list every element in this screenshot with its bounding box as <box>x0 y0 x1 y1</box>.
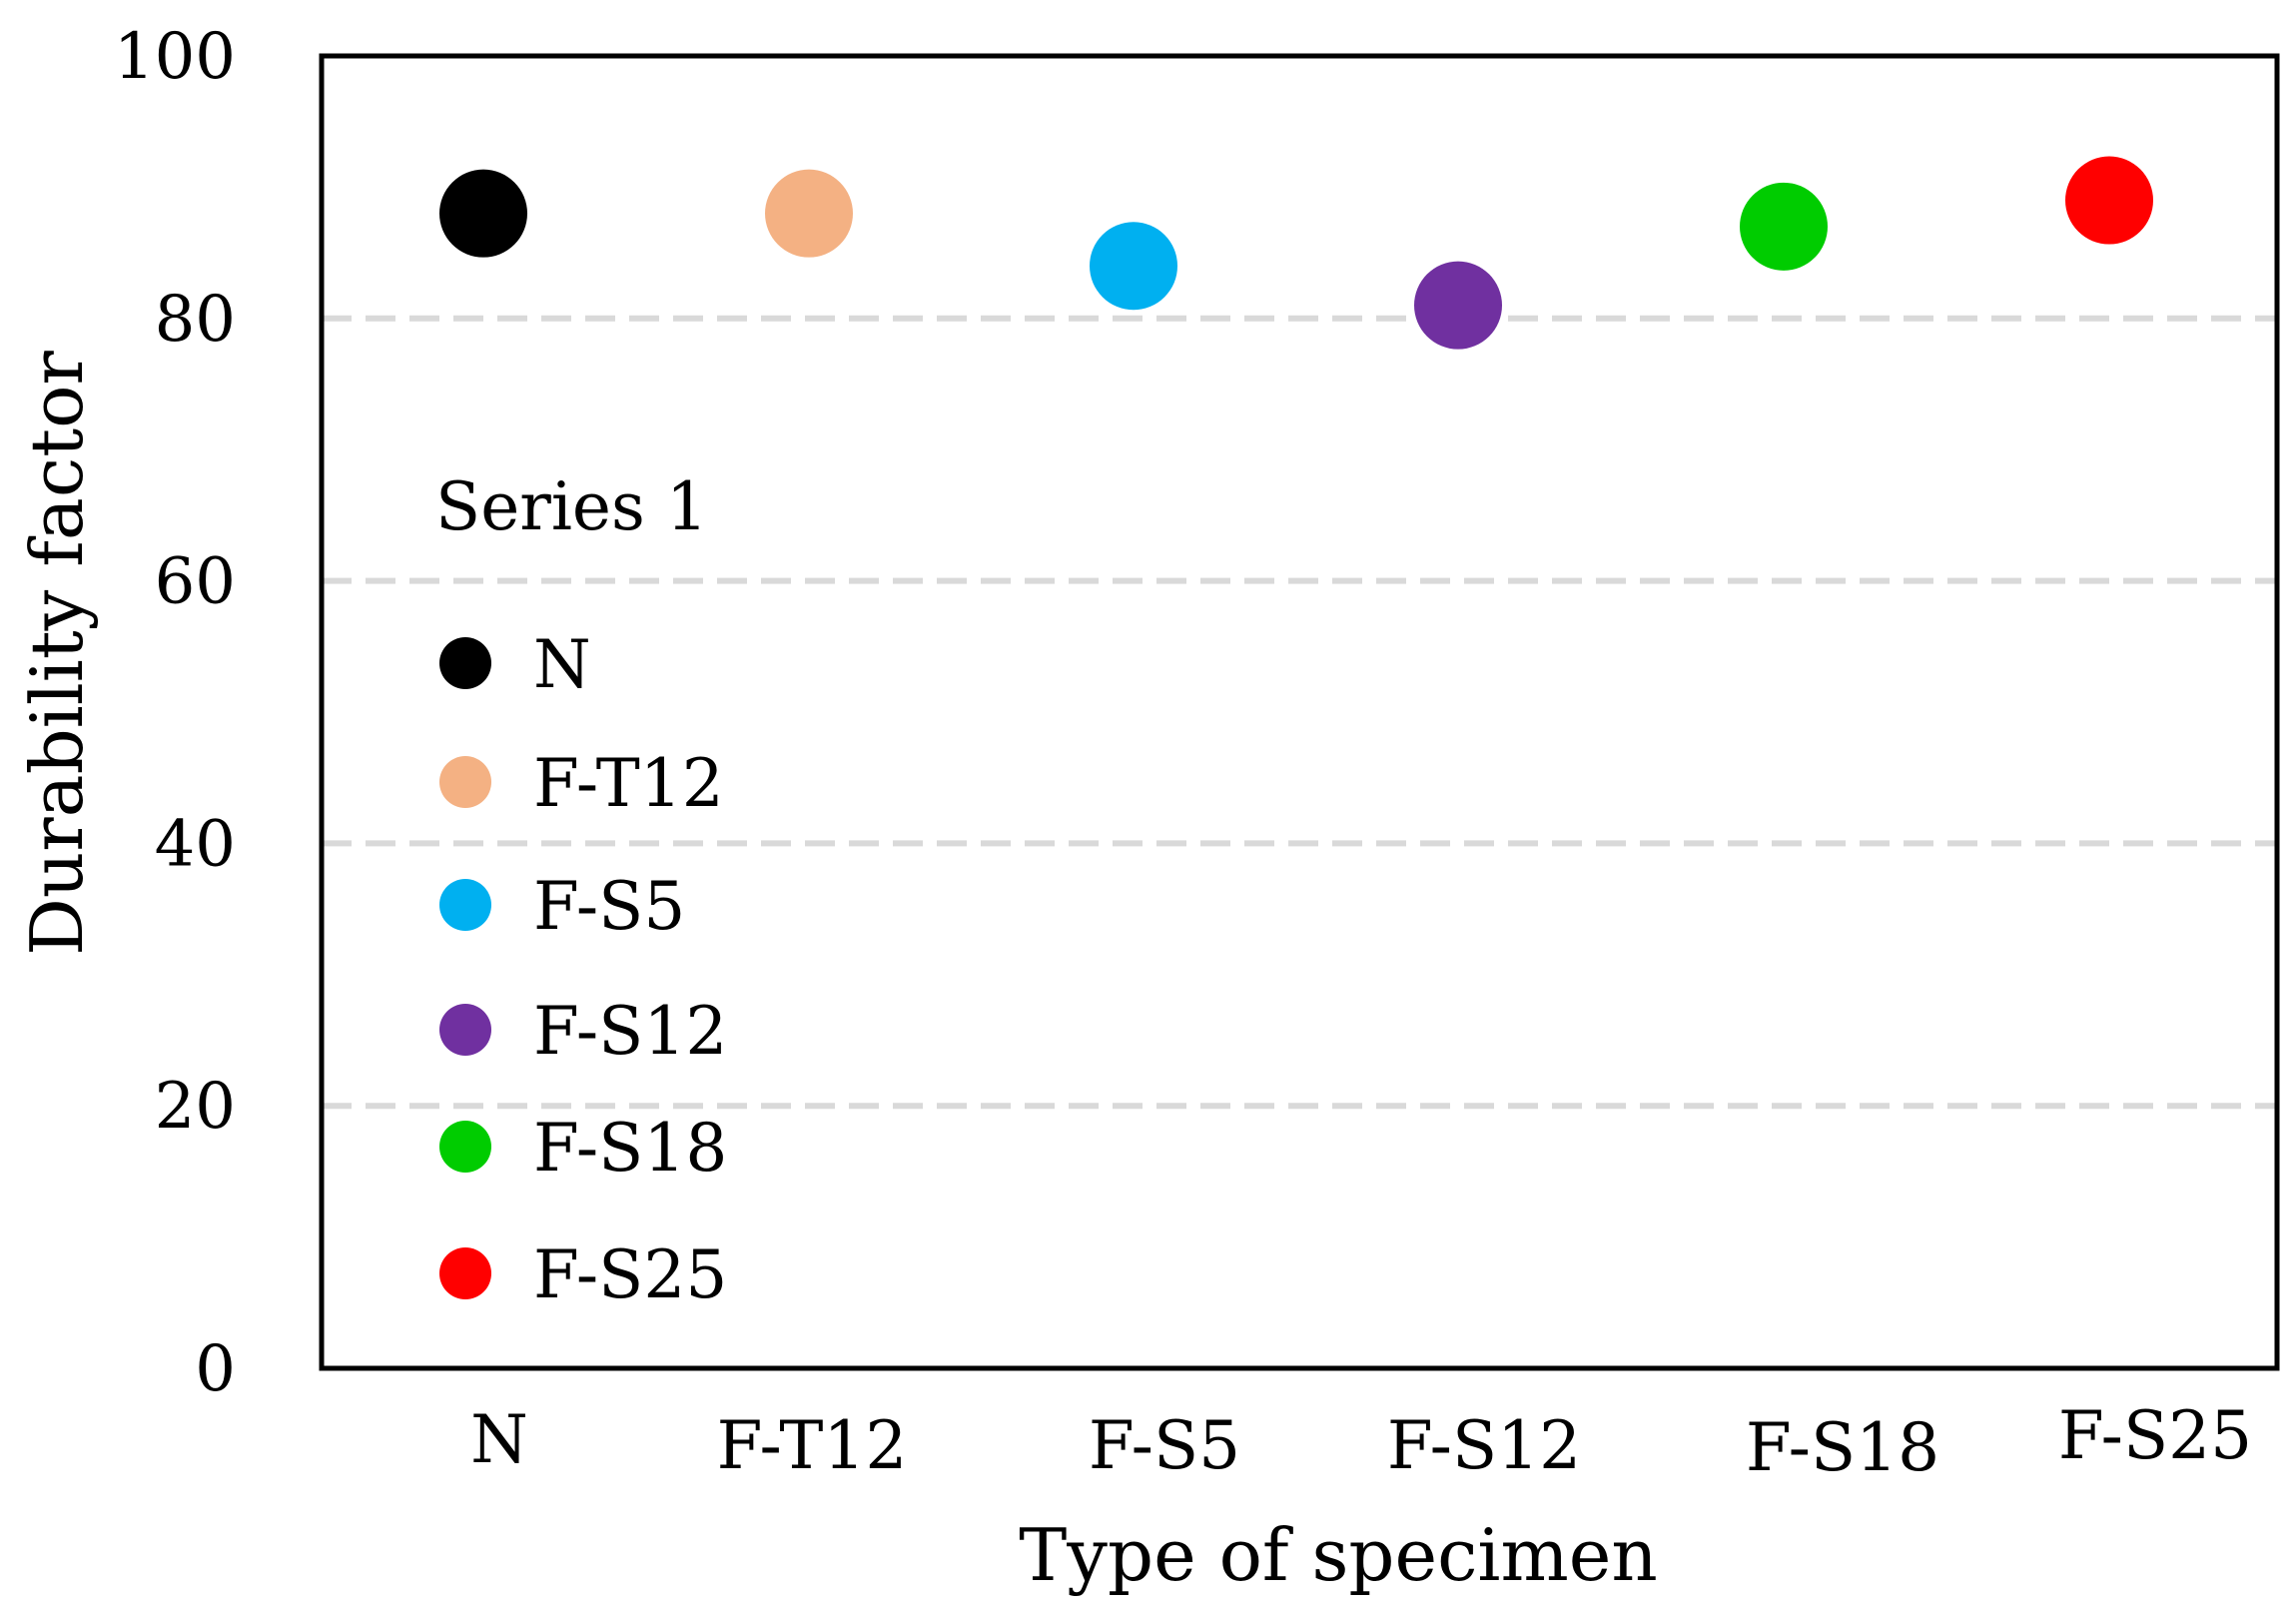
legend-label-n: N <box>533 626 591 703</box>
legend-label-f-s18: F-S18 <box>533 1110 727 1187</box>
data-point-n <box>439 169 527 258</box>
legend: Series 1 N F-T12 F-S5 F-S12 F-S18 F-S25 <box>435 468 727 1313</box>
x-category-label: N <box>470 1401 528 1478</box>
y-tick-label: 40 <box>155 807 236 881</box>
gridlines <box>322 315 2277 1110</box>
legend-label-f-t12: F-T12 <box>533 745 724 822</box>
legend-marker-f-s18 <box>439 1121 491 1173</box>
x-category-label: F-S12 <box>1387 1407 1581 1484</box>
plot-frame <box>319 53 2280 1371</box>
x-category-label: F-S18 <box>1746 1409 1939 1486</box>
x-category-label: F-S5 <box>1089 1407 1240 1484</box>
legend-marker-f-s12 <box>439 1004 491 1056</box>
data-point-f-s18 <box>1740 182 1828 271</box>
x-category-label: F-S25 <box>2058 1397 2252 1474</box>
legend-title: Series 1 <box>435 468 708 545</box>
y-axis-title: Durability factor <box>15 351 99 956</box>
data-points <box>439 156 2153 350</box>
y-tick-label: 100 <box>114 20 236 94</box>
y-tick-label: 20 <box>155 1070 236 1144</box>
x-category-labels: N F-T12 F-S5 F-S12 F-S18 F-S25 <box>470 1397 2252 1486</box>
legend-marker-n <box>439 637 491 689</box>
legend-label-f-s12: F-S12 <box>533 993 727 1070</box>
x-category-label: F-T12 <box>717 1407 908 1484</box>
x-axis-title: Type of specimen <box>1019 1513 1657 1597</box>
data-point-f-s12 <box>1414 261 1502 350</box>
y-tick-label: 60 <box>155 545 236 619</box>
legend-label-f-s25: F-S25 <box>533 1236 727 1313</box>
legend-marker-f-s5 <box>439 879 491 931</box>
legend-marker-f-s25 <box>439 1247 491 1299</box>
legend-marker-f-t12 <box>439 756 491 808</box>
y-tick-label: 0 <box>195 1332 236 1406</box>
data-point-f-t12 <box>765 169 853 258</box>
axes <box>319 53 2280 1371</box>
data-point-f-s5 <box>1090 222 1177 311</box>
legend-label-f-s5: F-S5 <box>533 868 685 945</box>
y-tick-labels: 0 20 40 60 80 100 <box>114 20 236 1406</box>
y-tick-label: 80 <box>155 283 236 357</box>
data-point-f-s25 <box>2065 156 2153 245</box>
